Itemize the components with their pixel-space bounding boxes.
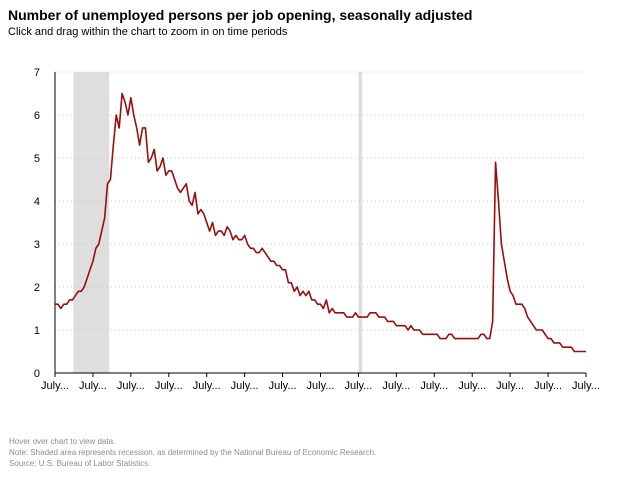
hover-hint: Hover over chart to view data. <box>9 437 116 446</box>
y-tick-label: 1 <box>34 325 40 337</box>
series-line[interactable] <box>55 92 586 353</box>
y-tick-label: 0 <box>34 368 40 380</box>
x-tick-label: July... <box>458 380 486 392</box>
x-tick-label: July... <box>572 380 600 392</box>
axes: 0 1 2 3 4 5 6 7 July... July... July... July... July… <box>34 67 600 392</box>
y-tick-label: 5 <box>34 153 40 165</box>
x-tick-label: July... <box>420 380 448 392</box>
x-tick-label: July... <box>155 380 183 392</box>
y-tick-label: 4 <box>34 196 40 208</box>
y-tick-label: 6 <box>34 110 40 122</box>
x-tick-label: July... <box>496 380 524 392</box>
recession-note: Note: Shaded area represents recession, … <box>9 448 377 457</box>
x-tick-label: July... <box>231 380 259 392</box>
unemployment-chart[interactable]: 0 1 2 3 4 5 6 7 July... July... July... July... July… <box>0 0 623 430</box>
x-tick-label: July... <box>117 380 145 392</box>
x-tick-label: July... <box>344 380 372 392</box>
y-tick-label: 2 <box>34 282 40 294</box>
x-tick-label: July... <box>193 380 221 392</box>
x-tick-label: July... <box>41 380 69 392</box>
x-tick-label: July... <box>534 380 562 392</box>
y-tick-label: 3 <box>34 239 40 251</box>
x-tick-label: July... <box>269 380 297 392</box>
recession-band <box>358 72 363 373</box>
chart-subtitle: Click and drag within the chart to zoom … <box>8 26 288 38</box>
gridlines <box>55 71 586 331</box>
x-tick-label: July... <box>307 380 335 392</box>
series-layer[interactable] <box>55 92 586 353</box>
chart-notes: Hover over chart to view data. Note: Sha… <box>9 436 376 469</box>
chart-title: Number of unemployed persons per job ope… <box>8 7 473 23</box>
y-tick-label: 7 <box>34 67 40 79</box>
x-tick-label: July... <box>382 380 410 392</box>
source-note: Source: U.S. Bureau of Labor Statistics. <box>9 459 151 468</box>
x-tick-label: July... <box>79 380 107 392</box>
